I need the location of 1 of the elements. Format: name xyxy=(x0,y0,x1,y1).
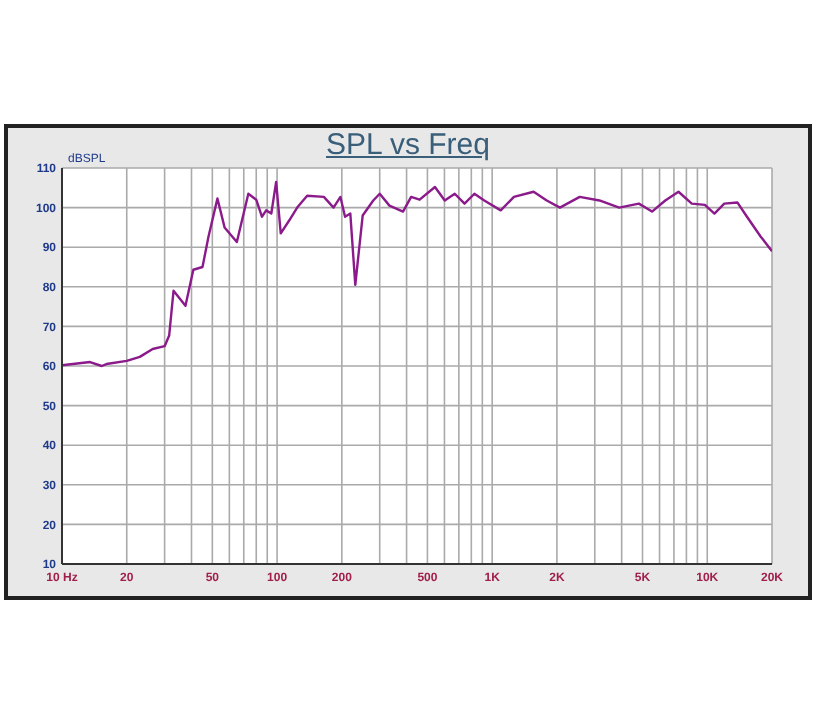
chart-title: SPL vs Freq xyxy=(326,128,490,162)
